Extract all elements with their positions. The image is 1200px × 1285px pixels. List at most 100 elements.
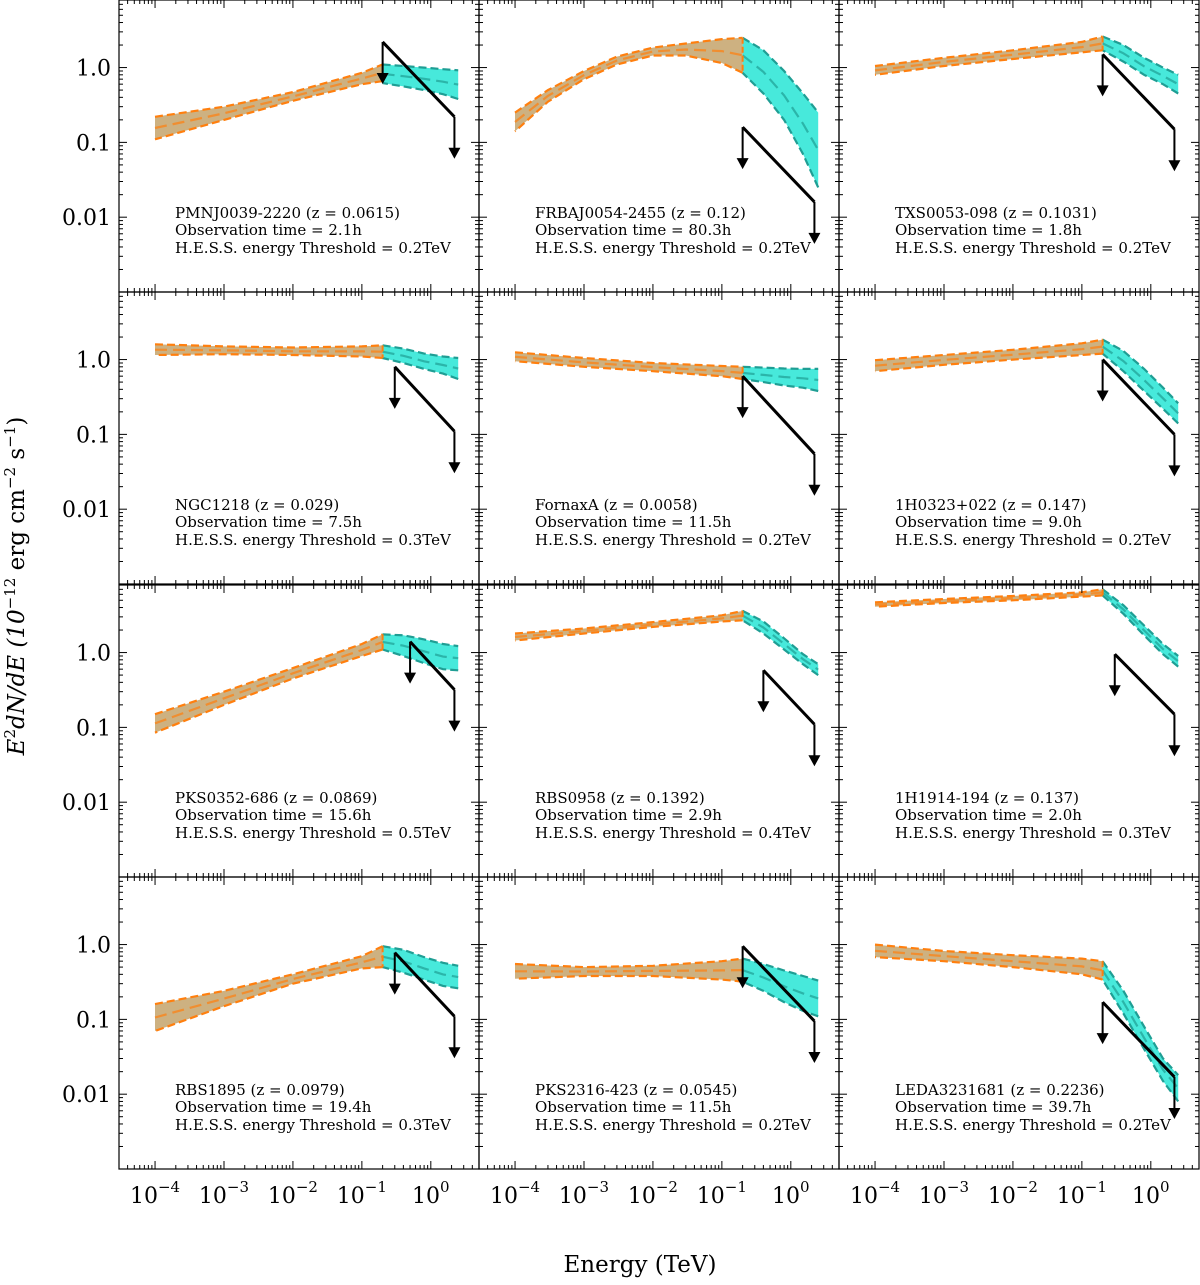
intrinsic-upper-edge <box>154 343 383 349</box>
y-tick-label: 0.01 <box>62 206 111 231</box>
absorbed-lower-edge <box>1101 979 1180 1103</box>
panel-annotation-title: 1H0323+022 (z = 0.147) <box>895 496 1086 514</box>
panel-annotation-thr: H.E.S.S. energy Threshold = 0.2TeV <box>535 531 812 549</box>
intrinsic-upper-edge <box>874 35 1103 68</box>
absorbed-band <box>742 37 819 188</box>
upper-limit-line <box>741 126 816 203</box>
panel-11: PKS2316-423 (z = 0.0545)Observation time… <box>478 876 840 1170</box>
plot-area <box>514 351 821 496</box>
intrinsic-central-line <box>514 48 743 123</box>
absorbed-lower-edge <box>742 980 819 1018</box>
absorbed-lower-edge <box>382 648 459 672</box>
intrinsic-central-line <box>514 355 743 374</box>
absorbed-central-line <box>1102 42 1179 86</box>
x-tick-label: 10−2 <box>628 1178 678 1209</box>
panel-annotation-obs: Observation time = 80.3h <box>535 221 732 239</box>
panel-2: FRBAJ0054-2455 (z = 0.12)Observation tim… <box>478 0 840 293</box>
upper-limit-arrowhead <box>736 407 749 419</box>
upper-limit-line <box>1113 653 1176 716</box>
panel-4: 1.0 0.1 0.01 NGC1218 (z = 0.029)Observation… <box>62 291 480 585</box>
y-tick-label: 0.1 <box>76 1008 111 1033</box>
panel-annotation-title: PKS0352-686 (z = 0.0869) <box>175 789 377 807</box>
upper-limit-arrowhead <box>448 1047 461 1059</box>
absorbed-band <box>1102 339 1179 424</box>
absorbed-lower-edge <box>382 356 459 381</box>
panel-annotation-obs: Observation time = 15.6h <box>175 806 372 824</box>
intrinsic-upper-edge <box>154 945 384 1006</box>
absorbed-lower-edge <box>382 966 459 990</box>
panel-annotation-title: 1H1914-194 (z = 0.137) <box>895 789 1079 807</box>
x-tick-label: 10−4 <box>490 1178 540 1209</box>
intrinsic-central-line <box>874 345 1103 367</box>
panel-annotation-title: PMNJ0039-2220 (z = 0.0615) <box>175 204 400 222</box>
upper-limit-line <box>381 40 456 118</box>
plot-area <box>874 35 1181 172</box>
panel-annotation-title: RBS1895 (z = 0.0979) <box>175 1081 345 1099</box>
absorbed-upper-edge <box>382 63 459 72</box>
absorbed-upper-edge <box>742 609 819 666</box>
plot-area <box>874 588 1181 757</box>
y-tick-label: 0.01 <box>62 498 111 523</box>
panel-annotation-thr: H.E.S.S. energy Threshold = 0.3TeV <box>175 1116 452 1134</box>
intrinsic-lower-edge <box>154 648 383 734</box>
panel-annotation-thr: H.E.S.S. energy Threshold = 0.2TeV <box>895 1116 1172 1134</box>
upper-limit-arrowhead <box>808 484 821 496</box>
absorbed-upper-edge <box>382 945 459 967</box>
absorbed-upper-edge <box>742 36 820 114</box>
intrinsic-lower-edge <box>874 956 1103 981</box>
x-tick-label: 100 <box>1132 1178 1170 1209</box>
upper-limit-arrowhead <box>1168 745 1181 757</box>
intrinsic-central-line <box>154 955 383 1019</box>
x-tick-label: 10−1 <box>337 1178 387 1209</box>
intrinsic-band <box>155 634 383 733</box>
y-tick-label: 0.01 <box>62 1083 111 1108</box>
panel-annotation-title: NGC1218 (z = 0.029) <box>175 496 339 514</box>
absorbed-central-line <box>382 640 459 660</box>
upper-limit-arrowhead <box>808 755 821 767</box>
plot-area <box>154 633 461 734</box>
absorbed-central-line <box>1101 591 1179 663</box>
panel-annotation-obs: Observation time = 11.5h <box>535 513 732 531</box>
upper-limit-line <box>408 640 456 691</box>
intrinsic-lower-edge <box>874 594 1103 608</box>
absorbed-band <box>382 345 459 379</box>
upper-limit-line <box>762 669 816 726</box>
absorbed-central-line <box>742 969 819 1000</box>
intrinsic-lower-edge <box>874 49 1103 76</box>
panel-annotation-title: FRBAJ0054-2455 (z = 0.12) <box>535 204 746 222</box>
intrinsic-central-line <box>874 42 1103 72</box>
absorbed-upper-edge <box>382 344 459 360</box>
upper-limit-line <box>1101 53 1176 131</box>
upper-limit-arrowhead <box>1168 160 1181 172</box>
intrinsic-lower-edge <box>874 352 1103 373</box>
plot-area <box>154 343 461 474</box>
absorbed-lower-edge <box>1102 49 1179 95</box>
intrinsic-upper-edge <box>514 36 743 114</box>
intrinsic-central-line <box>154 348 383 353</box>
x-tick-label: 10−1 <box>697 1178 747 1209</box>
y-tick-label: 0.1 <box>76 131 111 156</box>
absorbed-lower-edge <box>382 82 459 101</box>
intrinsic-central-line <box>874 591 1103 606</box>
panel-annotation-thr: H.E.S.S. energy Threshold = 0.2TeV <box>535 1116 812 1134</box>
absorbed-central-line <box>382 955 459 979</box>
absorbed-lower-edge <box>1101 352 1179 425</box>
x-tick-label: 10−2 <box>268 1178 318 1209</box>
panel-annotation-obs: Observation time = 2.0h <box>895 806 1082 824</box>
upper-limit-arrowhead <box>388 397 401 409</box>
plot-area <box>874 338 1181 477</box>
panel-annotation-obs: Observation time = 11.5h <box>535 1098 732 1116</box>
panel-annotation-thr: H.E.S.S. energy Threshold = 0.2TeV <box>175 239 452 257</box>
panel-annotation-thr: H.E.S.S. energy Threshold = 0.2TeV <box>535 239 812 257</box>
panel-8: RBS0958 (z = 0.1392)Observation time = 2… <box>478 584 840 878</box>
panel-annotation-thr: H.E.S.S. energy Threshold = 0.4TeV <box>535 824 812 842</box>
upper-limit-arrowhead <box>1168 465 1181 477</box>
upper-limit-line <box>1101 358 1176 436</box>
panel-annotation-title: RBS0958 (z = 0.1392) <box>535 789 705 807</box>
intrinsic-band <box>155 946 383 1031</box>
intrinsic-lower-edge <box>514 54 744 133</box>
intrinsic-band <box>875 36 1103 75</box>
panel-annotation-obs: Observation time = 1.8h <box>895 221 1082 239</box>
upper-limit-line <box>1101 1001 1176 1078</box>
